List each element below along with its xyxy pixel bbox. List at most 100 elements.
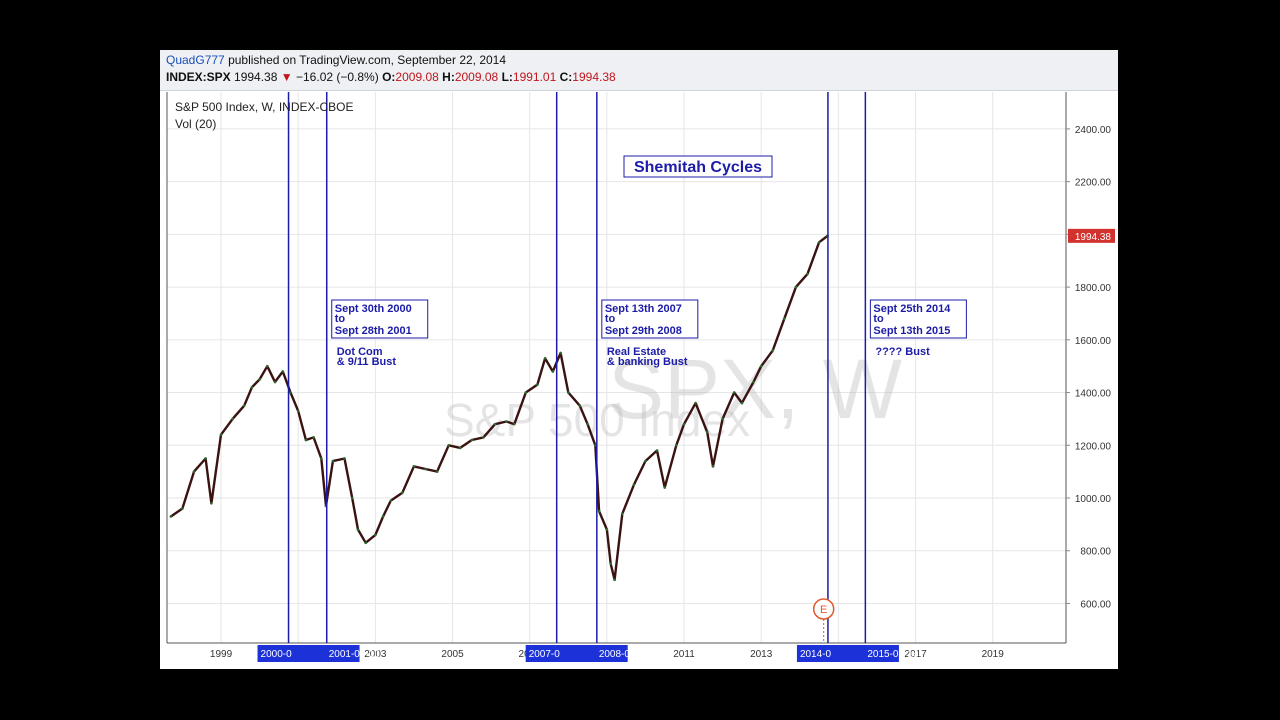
price-point <box>266 364 269 368</box>
price-point <box>632 483 636 487</box>
price-point <box>593 443 597 447</box>
cycle-date-box <box>331 299 429 339</box>
y-tick-label: 1400.00 <box>1075 389 1112 400</box>
cycle-axis-tag <box>525 645 628 662</box>
price-point <box>817 240 821 244</box>
last-price-tag <box>1068 228 1115 243</box>
grid-lines <box>167 92 1066 643</box>
price-point <box>783 317 786 321</box>
close-label: C: <box>559 70 573 84</box>
price-point <box>493 422 497 426</box>
chart-info: S&P 500 Index, W, INDEX-CBOE Vol (20) <box>175 100 354 131</box>
price-point <box>505 420 508 423</box>
cycle-note-line2: & banking Bust <box>607 356 688 368</box>
price-point <box>655 449 659 452</box>
open-value: 2009.08 <box>395 70 439 84</box>
price-point <box>559 351 562 355</box>
series-title: S&P 500 Index, W, INDEX-CBOE <box>175 100 354 114</box>
price-point <box>296 409 300 413</box>
price-axis: 600.00 800.00 1000.00 1200.00 1400.00 1600.00… <box>1066 125 1115 610</box>
open-label: O: <box>382 70 396 84</box>
price-point <box>578 404 582 408</box>
price-point <box>169 515 173 518</box>
price-point <box>605 528 609 531</box>
earnings-marker-label: E <box>820 604 827 616</box>
price-change: −16.02 (−0.8%) <box>296 70 379 84</box>
last-price-tag-label: 1994.38 <box>1075 232 1112 243</box>
price-point <box>663 486 667 489</box>
last-price: 1994.38 <box>234 70 278 84</box>
cycle-start-tag: 2000-0 <box>261 649 293 660</box>
low-label: L: <box>501 70 513 84</box>
cycle-start-date: Sept 25th 2014 <box>873 303 951 315</box>
cycle-date-box <box>601 299 699 339</box>
x-tick-label: 2005 <box>441 649 464 660</box>
price-point <box>242 404 246 408</box>
cycle-start-tag: 2014-0 <box>800 649 832 660</box>
cycle-start-date: Sept 13th 2007 <box>605 303 682 315</box>
price-point <box>566 391 570 394</box>
price-point <box>759 364 763 368</box>
price-point <box>613 578 616 582</box>
cycle-start-date: Sept 30th 2000 <box>335 303 412 315</box>
price-point <box>401 491 404 495</box>
x-tick-label: 2011 <box>673 649 695 660</box>
x-tick-label: 2003 <box>364 649 387 660</box>
y-tick-label: 1200.00 <box>1075 441 1112 452</box>
price-point <box>331 459 335 463</box>
close-value: 1994.38 <box>572 70 616 84</box>
price-point <box>343 457 346 460</box>
y-tick-label: 1800.00 <box>1075 283 1112 294</box>
price-point <box>644 459 647 463</box>
price-point <box>543 356 547 360</box>
price-point <box>364 541 368 545</box>
cycles-title: Shemitah Cycles <box>634 159 762 176</box>
price-point <box>192 470 196 473</box>
price-chart[interactable]: SPX, W S&P 500 Index Sept 30th 2000toSep… <box>160 50 1118 669</box>
price-point <box>350 496 354 500</box>
cycle-end-date: Sept 13th 2015 <box>873 325 950 337</box>
price-point <box>424 467 427 471</box>
price-point <box>356 528 360 531</box>
high-value: 2009.08 <box>454 70 499 84</box>
x-tick-label: 2017 <box>904 649 927 660</box>
y-tick-label: 800.00 <box>1080 547 1111 558</box>
down-arrow-icon: ▼ <box>280 70 293 84</box>
price-point <box>458 446 462 450</box>
price-point <box>312 436 315 439</box>
author-link[interactable]: QuadG777 <box>166 53 225 67</box>
price-point <box>258 378 261 381</box>
cycle-start-tag: 2007-0 <box>529 649 561 660</box>
y-tick-label: 2400.00 <box>1075 125 1112 136</box>
price-point <box>551 370 555 373</box>
price-point <box>281 370 285 373</box>
price-point <box>512 422 516 426</box>
price-point <box>470 438 474 442</box>
y-tick-label: 2200.00 <box>1075 178 1112 189</box>
price-point <box>536 383 539 386</box>
x-tick-label: 1999 <box>210 649 233 660</box>
cycle-lines <box>287 92 867 643</box>
price-point <box>732 391 736 394</box>
price-point <box>740 401 744 405</box>
publish-credit: QuadG777 published on TradingView.com, S… <box>166 53 506 67</box>
time-axis-tags: 2000-0 2001-09-10 2007-0 2008-09-29 2014-0 20… <box>257 645 919 662</box>
price-point <box>374 533 377 537</box>
cycle-end-date: Sept 29th 2008 <box>605 325 682 337</box>
cycle-to-label: to <box>873 313 884 325</box>
price-point <box>231 417 234 421</box>
price-point <box>752 380 755 384</box>
price-point <box>794 285 798 289</box>
price-point <box>806 272 809 276</box>
price-point <box>705 430 709 434</box>
cycle-date-box <box>869 299 967 339</box>
cycle-note-line1: Real Estate <box>607 346 666 358</box>
volume-label: Vol (20) <box>175 117 216 131</box>
price-point <box>771 349 775 352</box>
price-point <box>435 470 439 473</box>
cycle-end-tag: 2001-09-10 <box>329 649 381 660</box>
price-point <box>181 507 184 510</box>
cycle-end-tag: 2008-09-29 <box>599 649 651 660</box>
price-point <box>204 457 207 460</box>
